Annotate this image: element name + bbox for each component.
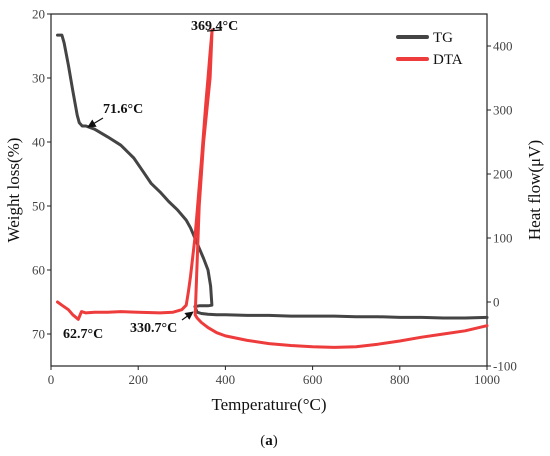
annotation-arrow-369-4	[206, 29, 223, 32]
annotation-arrow-71-6	[87, 117, 104, 128]
legend: TG DTA	[396, 30, 463, 68]
left-y-tick-label: 40	[32, 135, 45, 150]
left-y-tick-label: 60	[32, 263, 45, 278]
right-y-axis-title: Heat flow(μV)	[525, 140, 544, 240]
series-line-tg	[56, 33, 489, 320]
legend-label-tg: TG	[433, 30, 453, 46]
plot-frame	[50, 13, 488, 367]
left-y-tick-label: 30	[32, 71, 45, 86]
annotations: 71.6°C 369.4°C 62.7°C 330.7°C	[63, 19, 238, 342]
x-tick-label: 800	[390, 372, 410, 387]
right-y-tick-label: 300	[493, 103, 513, 118]
right-y-tick-label: 400	[493, 39, 513, 54]
caption-letter: a	[265, 433, 273, 449]
caption-close: )	[273, 433, 278, 449]
x-axis: 0 200 400 600 800 1000	[48, 366, 500, 387]
right-y-tick-label: 0	[493, 295, 500, 310]
x-tick-label: 200	[128, 372, 148, 387]
right-y-tick-label: -100	[493, 359, 517, 374]
figure-caption: (a)	[260, 433, 278, 449]
left-y-tick-label: 50	[32, 199, 45, 214]
annotation-369-4: 369.4°C	[191, 19, 238, 34]
x-tick-label: 1000	[474, 372, 500, 387]
right-y-axis: -100 0 100 200 300 400	[487, 39, 517, 374]
legend-label-dta: DTA	[433, 52, 463, 68]
left-y-tick-label: 20	[32, 7, 45, 22]
x-tick-label: 0	[48, 372, 55, 387]
right-y-tick-label: 100	[493, 231, 513, 246]
right-y-tick-label: 200	[493, 167, 513, 182]
annotation-330-7: 330.7°C	[130, 321, 177, 336]
caption-open: (	[260, 433, 265, 449]
left-y-tick-label: 70	[32, 327, 45, 342]
x-tick-label: 400	[216, 372, 236, 387]
left-y-axis-title: Weight loss(%)	[4, 138, 23, 243]
annotation-71-6: 71.6°C	[103, 102, 143, 117]
annotation-62-7: 62.7°C	[63, 327, 103, 342]
left-y-axis: 20 30 40 50 60 70	[32, 7, 51, 342]
annotation-arrow-330-7	[181, 311, 194, 321]
series-layer	[56, 28, 489, 349]
x-tick-label: 600	[303, 372, 323, 387]
series-line-dta	[56, 28, 489, 349]
x-axis-title: Temperature(°C)	[211, 395, 326, 414]
